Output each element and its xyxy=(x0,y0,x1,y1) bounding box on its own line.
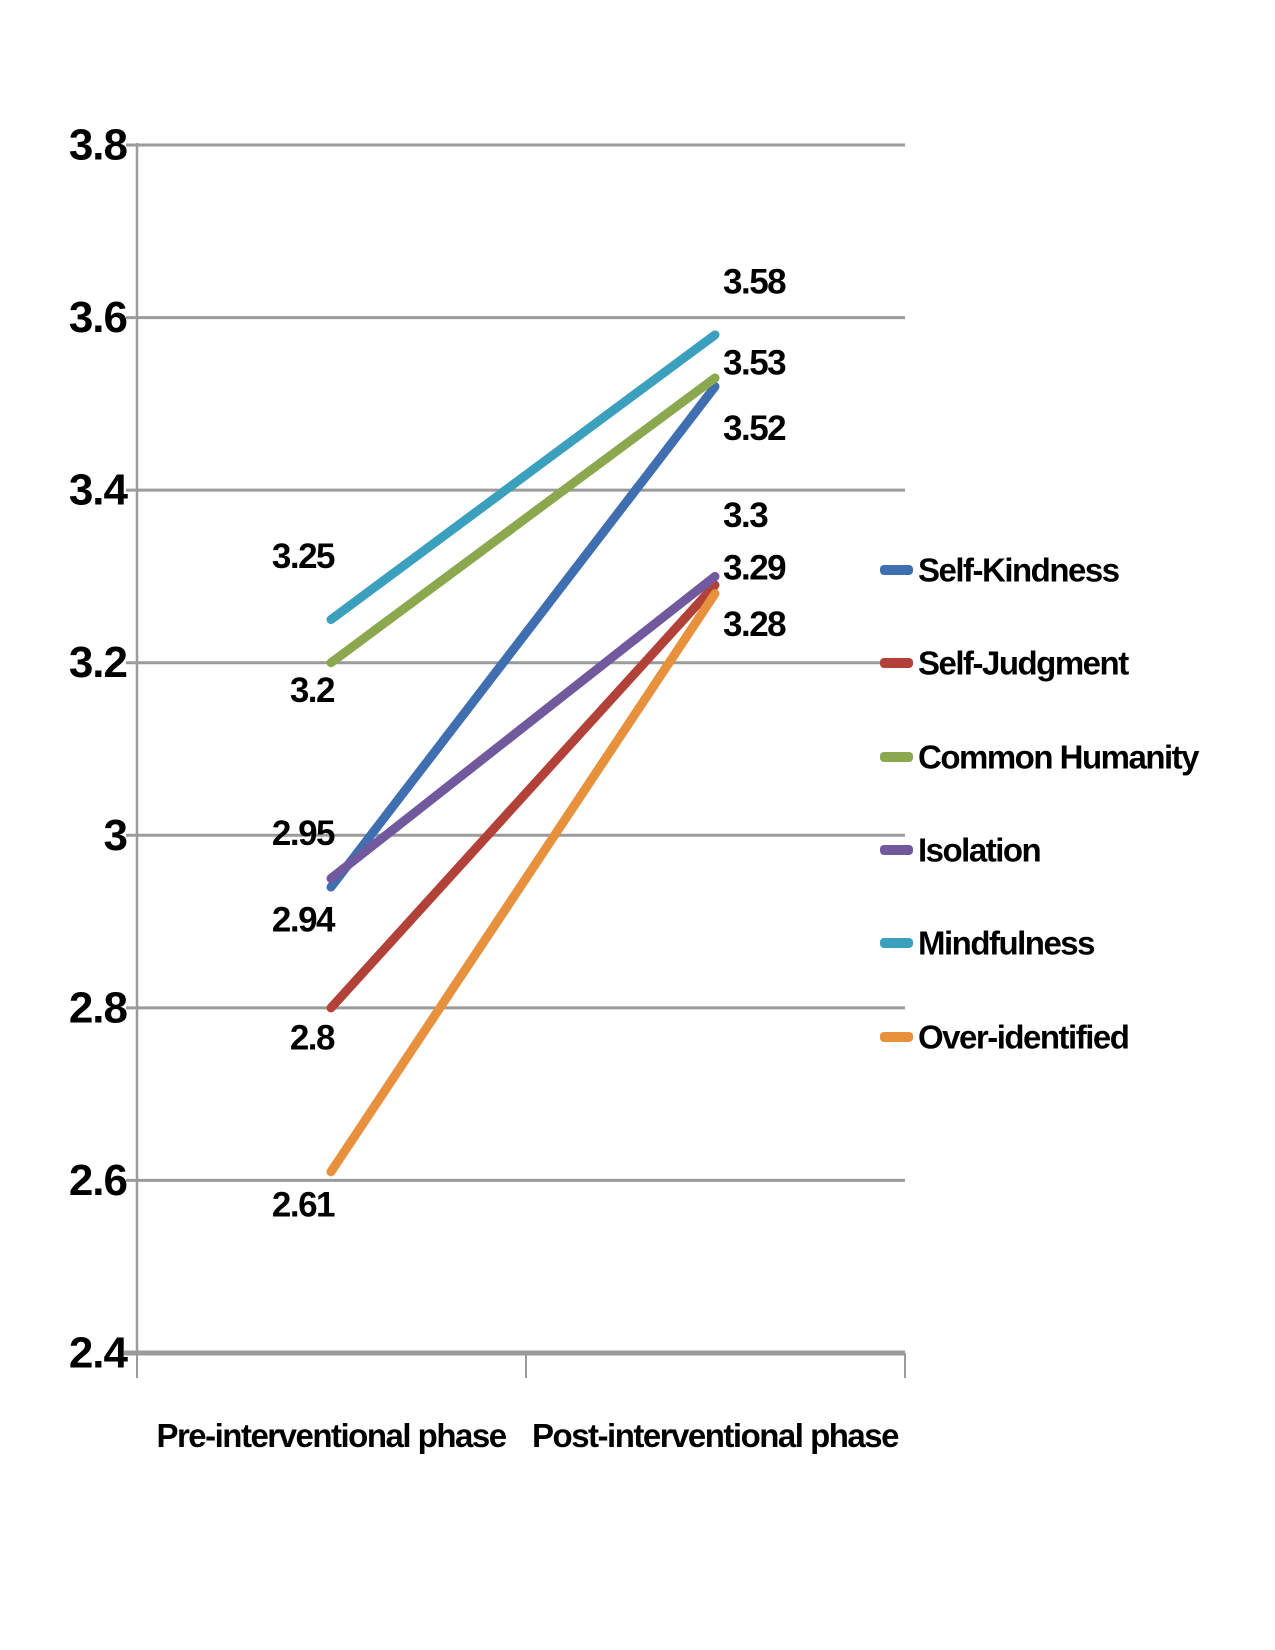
legend-label: Over-identified xyxy=(918,1019,1128,1056)
legend-swatch-icon xyxy=(880,845,913,855)
y-tick-label: 3.6 xyxy=(69,293,127,342)
y-tick-label: 3.4 xyxy=(69,466,129,515)
legend-item-common-humanity: Common Humanity xyxy=(880,739,1202,776)
legend-label: Mindfulness xyxy=(918,925,1094,962)
series-line-over-identified xyxy=(326,589,720,1177)
y-tick-label: 2.4 xyxy=(69,1329,129,1378)
data-label: 3.2 xyxy=(290,671,335,710)
data-label: 3.29 xyxy=(723,549,786,588)
y-tick-label: 3.8 xyxy=(69,121,128,170)
data-label: 2.61 xyxy=(272,1185,335,1224)
legend-label: Self-Kindness xyxy=(918,552,1119,589)
legend-swatch-icon xyxy=(880,1032,913,1042)
y-tick-label: 2.6 xyxy=(69,1156,127,1205)
data-label: 2.95 xyxy=(272,814,335,853)
data-label: 3.25 xyxy=(272,537,335,576)
legend-label: Common Humanity xyxy=(918,739,1200,776)
legend-swatch-icon xyxy=(880,565,913,575)
legend-swatch-icon xyxy=(880,752,913,762)
y-tick-label: 3.2 xyxy=(69,638,127,687)
legend-label: Self-Judgment xyxy=(918,645,1129,682)
legend-swatch-icon xyxy=(880,938,913,948)
data-label: 3.53 xyxy=(723,343,786,382)
series-line-self-kindness xyxy=(326,382,720,892)
data-label: 2.8 xyxy=(290,1018,335,1057)
legend-swatch-icon xyxy=(880,658,913,668)
data-label: 3.28 xyxy=(723,605,786,644)
series-line-mindfulness xyxy=(326,330,720,625)
legend-item-isolation: Isolation xyxy=(880,832,1042,869)
legend-label: Isolation xyxy=(918,832,1041,869)
category-label: Post-interventional phase xyxy=(532,1417,899,1454)
series-line-common-humanity xyxy=(326,373,720,668)
legend-item-over-identified: Over-identified xyxy=(880,1019,1130,1056)
data-label: 3.52 xyxy=(723,409,786,448)
data-label: 3.58 xyxy=(723,262,786,301)
series-line-isolation xyxy=(326,571,720,883)
legend-item-self-judgment: Self-Judgment xyxy=(880,645,1131,682)
legend-item-mindfulness: Mindfulness xyxy=(880,925,1096,962)
data-label: 2.94 xyxy=(272,901,336,940)
data-label: 3.3 xyxy=(723,496,768,535)
y-tick-label: 2.8 xyxy=(69,983,128,1032)
series-line-self-judgment xyxy=(326,580,720,1013)
y-tick-label: 3 xyxy=(104,811,127,860)
legend-item-self-kindness: Self-Kindness xyxy=(880,552,1120,589)
category-label: Pre-interventional phase xyxy=(156,1417,506,1454)
